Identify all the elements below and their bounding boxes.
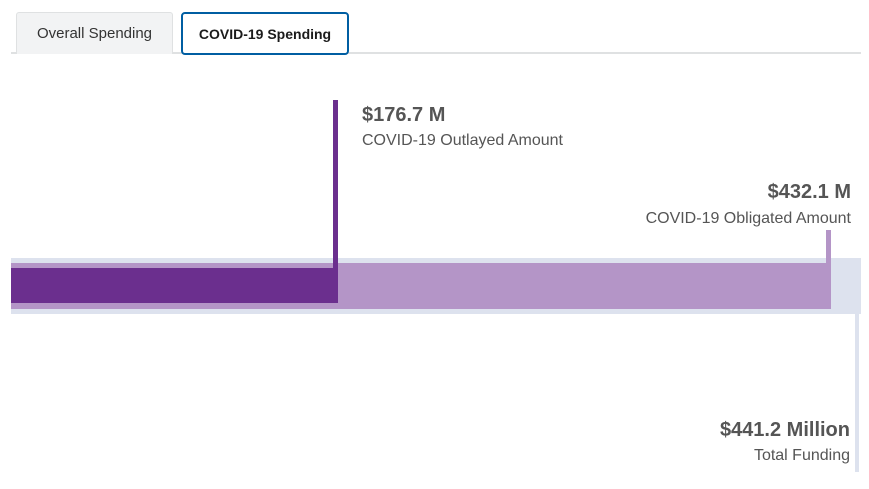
- tab-covid-19-spending[interactable]: COVID-19 Spending: [181, 12, 349, 55]
- obligated-marker-line: [826, 230, 831, 309]
- outlayed-amount-value: $176.7 M: [362, 104, 446, 126]
- outlayed-amount-label: COVID-19 Outlayed Amount: [362, 132, 563, 149]
- tab-bar: Overall Spending COVID-19 Spending: [11, 0, 861, 55]
- obligated-amount-value: $432.1 M: [767, 181, 851, 203]
- outlayed-marker-line: [333, 100, 338, 303]
- total-funding-label: Total Funding: [753, 447, 850, 464]
- tab-overall-spending[interactable]: Overall Spending: [16, 12, 173, 54]
- outlayed-amount-bar: [11, 268, 338, 303]
- obligated-amount-label: COVID-19 Obligated Amount: [645, 210, 851, 227]
- total-marker-line: [855, 309, 859, 472]
- total-funding-value: $441.2 Million: [719, 419, 850, 441]
